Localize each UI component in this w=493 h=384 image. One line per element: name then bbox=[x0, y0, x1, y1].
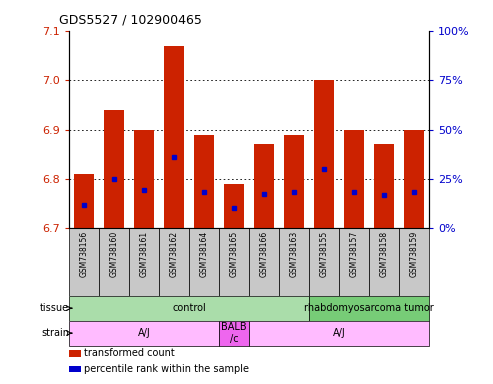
Bar bbox=[194, 134, 214, 228]
Text: BALB
/c: BALB /c bbox=[221, 322, 247, 344]
Bar bbox=[309, 228, 339, 296]
Text: GSM738161: GSM738161 bbox=[140, 230, 148, 276]
Bar bbox=[369, 228, 399, 296]
Bar bbox=[374, 144, 394, 228]
Bar bbox=[254, 144, 274, 228]
Bar bbox=[344, 130, 364, 228]
Text: GSM738162: GSM738162 bbox=[170, 230, 178, 276]
Text: tissue: tissue bbox=[40, 303, 69, 313]
Bar bbox=[219, 321, 249, 346]
Bar bbox=[279, 228, 309, 296]
Bar bbox=[99, 228, 129, 296]
Bar bbox=[314, 80, 334, 228]
Text: transformed count: transformed count bbox=[84, 348, 175, 358]
Text: GSM738159: GSM738159 bbox=[409, 230, 419, 277]
Bar bbox=[69, 321, 219, 346]
Text: GSM738165: GSM738165 bbox=[229, 230, 239, 277]
Bar bbox=[129, 228, 159, 296]
Text: GSM738157: GSM738157 bbox=[350, 230, 358, 277]
Text: GSM738164: GSM738164 bbox=[200, 230, 209, 277]
Text: strain: strain bbox=[41, 328, 69, 338]
Bar bbox=[159, 228, 189, 296]
Text: rhabdomyosarcoma tumor: rhabdomyosarcoma tumor bbox=[304, 303, 434, 313]
Text: GSM738166: GSM738166 bbox=[259, 230, 269, 277]
Text: GDS5527 / 102900465: GDS5527 / 102900465 bbox=[59, 14, 202, 27]
Bar bbox=[74, 174, 94, 228]
Text: A/J: A/J bbox=[333, 328, 345, 338]
Text: GSM738156: GSM738156 bbox=[79, 230, 89, 277]
Bar bbox=[164, 46, 184, 228]
Bar bbox=[69, 228, 99, 296]
Text: control: control bbox=[172, 303, 206, 313]
Bar bbox=[69, 296, 309, 321]
Bar bbox=[134, 130, 154, 228]
Text: A/J: A/J bbox=[138, 328, 150, 338]
Bar bbox=[224, 184, 244, 228]
Bar bbox=[249, 228, 279, 296]
Bar bbox=[404, 130, 423, 228]
Bar bbox=[284, 134, 304, 228]
Text: GSM738155: GSM738155 bbox=[319, 230, 328, 277]
Bar bbox=[249, 321, 429, 346]
Text: GSM738163: GSM738163 bbox=[289, 230, 298, 277]
Bar bbox=[339, 228, 369, 296]
Bar bbox=[219, 228, 249, 296]
Text: GSM738160: GSM738160 bbox=[109, 230, 118, 277]
Text: percentile rank within the sample: percentile rank within the sample bbox=[84, 364, 249, 374]
Bar bbox=[399, 228, 429, 296]
Text: GSM738158: GSM738158 bbox=[380, 230, 388, 276]
Bar bbox=[189, 228, 219, 296]
Bar bbox=[309, 296, 429, 321]
Bar bbox=[104, 110, 124, 228]
